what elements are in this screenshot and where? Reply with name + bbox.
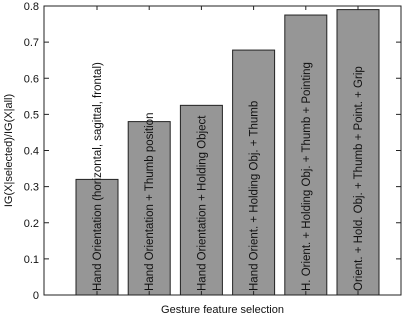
- bar: [127, 121, 171, 296]
- bar-category-label: Hand Orientation (horizontal, sagittal, …: [92, 62, 104, 291]
- bar: [284, 14, 328, 296]
- bar-category-label: Hand Orientation + Thumb position: [144, 113, 156, 291]
- y-tick-label: 0.2: [24, 218, 39, 230]
- y-tick-label: 0.3: [24, 182, 39, 194]
- bar: [75, 178, 119, 296]
- x-axis-label: Gesture feature selection: [161, 304, 284, 316]
- y-tick-label: 0.4: [24, 146, 39, 158]
- bar: [336, 9, 380, 296]
- y-tick-label: 0.5: [24, 109, 39, 121]
- bar: [232, 49, 276, 296]
- y-tick-label: 0.1: [24, 254, 39, 266]
- bar-category-label: Hand Orient. + Holding Obj. + Thumb: [249, 101, 261, 291]
- plot-area: 0 0.1 0.2 0.3 0.4 0.5 0.6 0.7 0.8 Hand Orientatio…: [24, 1, 402, 302]
- bar-category-label: H. Orient. + Holding Obj. + Thumb + Poin…: [301, 62, 313, 291]
- y-tick-label: 0.6: [24, 73, 39, 85]
- y-tick-label: 0.7: [24, 37, 39, 49]
- y-tick-label: 0: [33, 290, 39, 302]
- bar-category-label: Orient. + Hold. Obj. + Thumb + Point. + …: [353, 66, 365, 291]
- y-axis-label: IG(X|selected)/IG(X|all): [3, 94, 15, 207]
- y-tick-label: 0.8: [24, 1, 39, 13]
- bar: [179, 104, 223, 296]
- bar-category-label: Hand Orientation + Holding Object: [196, 115, 208, 291]
